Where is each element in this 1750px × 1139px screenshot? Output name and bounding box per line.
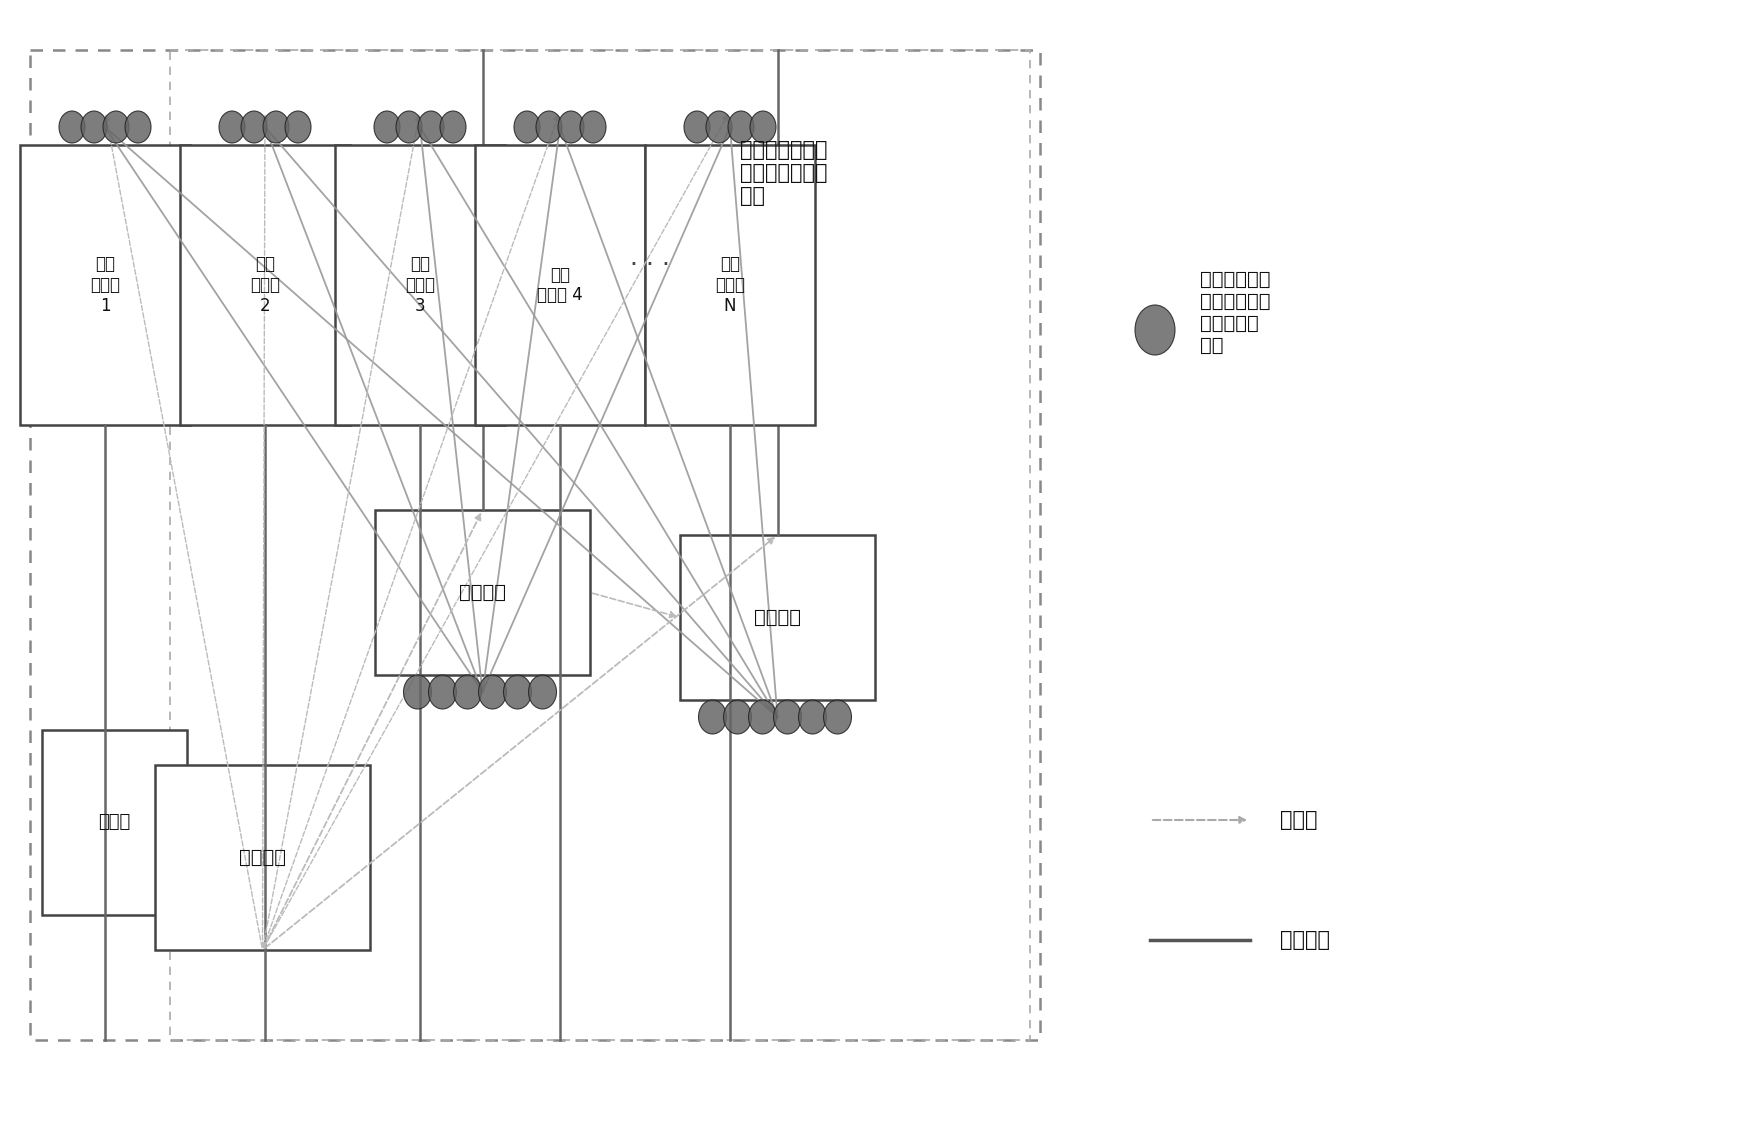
Ellipse shape [80, 110, 107, 144]
Ellipse shape [684, 110, 710, 144]
Ellipse shape [262, 110, 289, 144]
Bar [334, 145, 506, 425]
Bar [646, 145, 816, 425]
Text: 叶子
路由器 4: 叶子 路由器 4 [537, 265, 583, 304]
Bar [42, 730, 187, 915]
Bar [180, 145, 350, 425]
Text: 叶子
路由器
3: 叶子 路由器 3 [404, 255, 436, 314]
Ellipse shape [579, 110, 605, 144]
Text: 控制流: 控制流 [1279, 810, 1318, 830]
Ellipse shape [124, 110, 150, 144]
Ellipse shape [60, 110, 86, 144]
Text: 根路由器: 根路由器 [754, 608, 802, 626]
Ellipse shape [396, 110, 422, 144]
Ellipse shape [504, 675, 532, 708]
Text: 叶子
路由器
2: 叶子 路由器 2 [250, 255, 280, 314]
Bar [170, 50, 1031, 1040]
Ellipse shape [429, 675, 457, 708]
Ellipse shape [404, 675, 432, 708]
Bar [19, 145, 191, 425]
Ellipse shape [728, 110, 754, 144]
Ellipse shape [439, 110, 466, 144]
Text: 根路由器: 根路由器 [458, 583, 506, 603]
Ellipse shape [478, 675, 506, 708]
Ellipse shape [749, 700, 777, 734]
Ellipse shape [798, 700, 826, 734]
Bar [474, 145, 646, 425]
Ellipse shape [528, 675, 556, 708]
Ellipse shape [242, 110, 268, 144]
Text: 备控制: 备控制 [98, 813, 131, 831]
Text: 控制设备: 控制设备 [240, 849, 285, 867]
Ellipse shape [1136, 305, 1174, 355]
Ellipse shape [698, 700, 726, 734]
Ellipse shape [514, 110, 541, 144]
Bar [30, 50, 1040, 1040]
Ellipse shape [751, 110, 775, 144]
Ellipse shape [453, 675, 481, 708]
Text: 物理连线: 物理连线 [1279, 931, 1330, 950]
Ellipse shape [705, 110, 731, 144]
Bar [681, 535, 875, 700]
Bar [156, 765, 369, 950]
Bar [374, 510, 590, 675]
Text: 控制转发分离的
虚拟集群路由器
系统: 控制转发分离的 虚拟集群路由器 系统 [740, 140, 828, 206]
Ellipse shape [418, 110, 444, 144]
Text: 叶子
路由器
N: 叶子 路由器 N [716, 255, 746, 314]
Ellipse shape [103, 110, 130, 144]
Ellipse shape [374, 110, 401, 144]
Text: 集群内连数据
通道接口，使
用标准接口
互连: 集群内连数据 通道接口，使 用标准接口 互连 [1200, 270, 1270, 355]
Ellipse shape [558, 110, 584, 144]
Ellipse shape [774, 700, 802, 734]
Ellipse shape [219, 110, 245, 144]
Text: · · ·: · · · [630, 253, 670, 277]
Text: 叶子
路由器
1: 叶子 路由器 1 [89, 255, 121, 314]
Ellipse shape [285, 110, 312, 144]
Ellipse shape [824, 700, 852, 734]
Ellipse shape [723, 700, 751, 734]
Ellipse shape [536, 110, 562, 144]
